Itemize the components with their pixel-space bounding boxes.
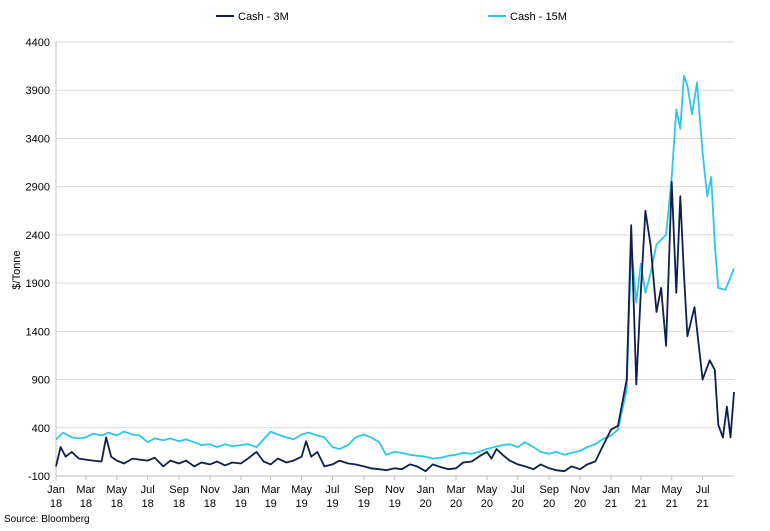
x-tick-label-month: Mar [261, 484, 280, 496]
series-line-cash-15m [55, 74, 735, 460]
x-tick-label-month: Jul [141, 484, 155, 496]
x-tick-label-month: Jan [47, 484, 65, 496]
x-tick-label-year: 18 [173, 498, 185, 510]
x-tick-label-year: 19 [358, 498, 370, 510]
x-tick-label-month: Jan [417, 484, 435, 496]
y-tick-label: 900 [32, 375, 50, 387]
x-tick-label-month: May [106, 484, 127, 496]
x-tick-label-month: May [477, 484, 498, 496]
x-tick-label-month: Jan [602, 484, 620, 496]
x-tick-labels: Jan 18 Mar 18 May 18 Jul 18 Sep 18 Nov 18 Jan 19 Mar 19… [47, 476, 710, 510]
x-tick-label-year: 20 [450, 498, 462, 510]
x-tick-label-month: Nov [570, 484, 590, 496]
legend-label: Cash - 15M [510, 11, 567, 23]
y-tick-label: 1400 [26, 326, 50, 338]
y-tick-label: 400 [32, 423, 50, 435]
x-tick-label-year: 18 [111, 498, 123, 510]
y-tick-label: 4400 [26, 37, 50, 49]
x-tick-label-month: Nov [200, 484, 220, 496]
source-note: Source: Bloomberg [4, 514, 90, 525]
legend-label: Cash - 3M [238, 11, 289, 23]
x-tick-label-month: Jul [696, 484, 710, 496]
x-tick-label-year: 20 [481, 498, 493, 510]
y-tick-labels: -100 400 900 1400 1900 2400 2900 3400 3900 4400 [26, 37, 50, 483]
y-tick-label: -100 [28, 471, 50, 483]
x-tick-label-month: Nov [385, 484, 405, 496]
x-tick-label-year: 21 [666, 498, 678, 510]
x-tick-label-year: 21 [696, 498, 708, 510]
x-tick-label-year: 20 [574, 498, 586, 510]
x-tick-label-year: 20 [420, 498, 432, 510]
x-tick-label-month: Mar [76, 484, 95, 496]
x-tick-label-year: 19 [295, 498, 307, 510]
x-tick-label-month: Jan [232, 484, 250, 496]
y-tick-label: 2900 [26, 182, 50, 194]
x-tick-label-year: 19 [389, 498, 401, 510]
series-lines [55, 74, 735, 473]
y-tick-label: 1900 [26, 278, 50, 290]
x-tick-label-year: 21 [635, 498, 647, 510]
x-tick-label-year: 18 [50, 498, 62, 510]
x-tick-label-month: Sep [354, 484, 374, 496]
y-tick-label: 2400 [26, 230, 50, 242]
series-line-cash-3m [55, 180, 735, 473]
y-axis-label: $/Tonne [11, 250, 23, 289]
x-tick-label-year: 19 [326, 498, 338, 510]
x-tick-label-year: 19 [235, 498, 247, 510]
gridlines [56, 41, 734, 477]
y-tick-label: 3400 [26, 133, 50, 145]
x-tick-label-month: Sep [169, 484, 189, 496]
x-tick-label-year: 19 [265, 498, 277, 510]
x-tick-label-year: 18 [80, 498, 92, 510]
x-tick-label-year: 20 [512, 498, 524, 510]
x-tick-label-month: Sep [539, 484, 559, 496]
x-tick-label-year: 21 [605, 498, 617, 510]
x-tick-label-year: 18 [204, 498, 216, 510]
x-tick-label-year: 18 [142, 498, 154, 510]
x-tick-label-month: Jul [325, 484, 339, 496]
x-tick-label-month: May [661, 484, 682, 496]
x-tick-label-month: Jul [511, 484, 525, 496]
legend: Cash - 3M Cash - 15M [216, 11, 567, 23]
y-tick-label: 3900 [26, 85, 50, 97]
x-tick-label-month: Mar [631, 484, 650, 496]
x-tick-label-year: 20 [543, 498, 555, 510]
x-tick-label-month: Mar [447, 484, 466, 496]
x-tick-label-month: May [291, 484, 312, 496]
